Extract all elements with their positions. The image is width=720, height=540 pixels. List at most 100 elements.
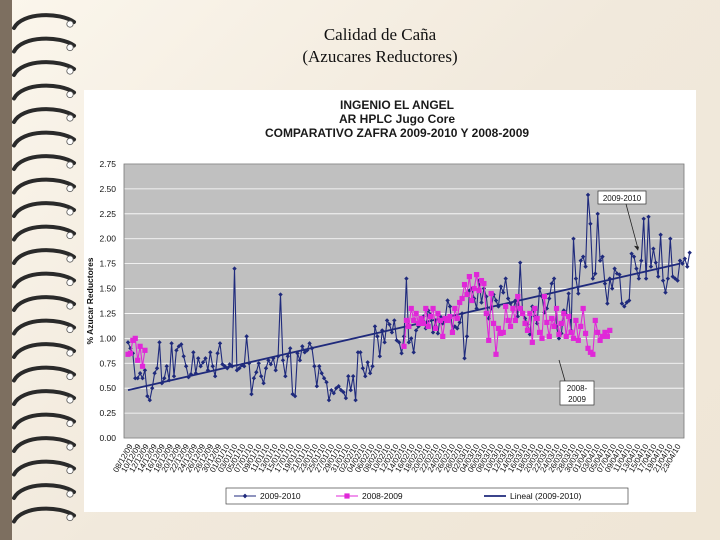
data-point	[413, 328, 419, 333]
data-point	[599, 333, 606, 339]
data-point	[280, 358, 286, 363]
data-point	[546, 333, 552, 339]
data-point	[524, 327, 531, 333]
x-axis-ticks: 08/12/0910/12/0912/12/0914/12/0916/12/09…	[111, 442, 683, 474]
data-point	[249, 391, 254, 397]
data-point	[566, 291, 571, 296]
data-point	[486, 337, 492, 343]
data-point	[537, 286, 542, 291]
data-point	[474, 306, 479, 311]
y-tick-label: 0.00	[99, 433, 116, 443]
binding-hole	[66, 419, 74, 428]
data-point	[547, 296, 552, 301]
data-point	[176, 344, 182, 349]
data-point	[225, 366, 230, 371]
data-point	[512, 317, 518, 324]
data-point	[256, 361, 261, 366]
chart-title-line: AR HPLC Jugo Core	[339, 112, 455, 126]
data-point	[459, 295, 465, 302]
data-point	[297, 358, 303, 363]
y-tick-label: 0.50	[99, 383, 116, 393]
data-point	[455, 326, 460, 331]
binding-ring	[12, 201, 76, 218]
data-point	[610, 286, 615, 291]
data-point	[580, 305, 586, 312]
binding-ring	[12, 436, 76, 453]
data-point	[449, 329, 456, 335]
data-point	[193, 371, 198, 376]
y-axis-ticks: 0.00 0.25 0.50 0.75 1.00 1.25 1.50 1.75 2.00 2.25…	[99, 159, 116, 443]
data-point	[261, 381, 266, 386]
binding-ring	[12, 107, 76, 124]
data-point	[595, 329, 601, 335]
data-point	[307, 341, 312, 346]
data-point	[452, 324, 458, 329]
annotation-label: 2008-	[567, 384, 588, 393]
binding-hole	[66, 137, 74, 146]
legend-box	[225, 487, 629, 505]
data-point	[350, 374, 356, 379]
data-point	[273, 368, 278, 373]
data-point	[539, 335, 545, 341]
data-point	[590, 276, 596, 281]
data-point	[174, 348, 179, 353]
data-point	[648, 264, 654, 269]
spiral-binding	[0, 0, 76, 540]
data-point	[656, 274, 661, 279]
data-point	[326, 397, 332, 403]
legend-marker	[242, 493, 248, 499]
data-point	[415, 320, 422, 327]
legend-label: 2008-2009	[362, 491, 403, 501]
data-point	[653, 260, 658, 265]
data-point	[181, 354, 186, 359]
y-tick-label: 2.75	[99, 159, 116, 169]
data-point	[515, 314, 520, 319]
y-tick-label: 2.00	[99, 234, 116, 244]
annotation-box	[559, 380, 595, 406]
data-point	[672, 276, 678, 281]
data-point	[406, 323, 412, 330]
data-point	[483, 310, 489, 317]
data-point	[597, 258, 603, 263]
data-point	[125, 340, 131, 345]
data-point	[503, 303, 509, 310]
chart-title-line: COMPARATIVO ZAFRA 2009-2010 Y 2008-2009	[265, 126, 529, 140]
binding-ring	[12, 506, 76, 524]
data-point	[200, 360, 206, 365]
data-point	[680, 261, 685, 266]
legend-marker	[344, 493, 350, 499]
data-point	[631, 254, 637, 259]
data-point	[183, 364, 189, 369]
data-point	[612, 266, 617, 271]
data-point	[295, 351, 300, 356]
data-point	[171, 374, 177, 379]
data-point	[363, 374, 368, 379]
data-point	[636, 276, 642, 281]
data-point	[643, 276, 649, 281]
data-point	[140, 376, 145, 381]
data-point	[527, 332, 533, 337]
data-point	[404, 276, 409, 281]
data-point	[384, 318, 390, 323]
data-point	[210, 364, 215, 369]
binding-hole	[66, 466, 74, 475]
data-point	[471, 285, 477, 292]
data-point	[128, 346, 133, 351]
data-point	[208, 350, 213, 355]
data-point	[237, 366, 242, 371]
binding-ring	[12, 13, 76, 30]
data-point	[372, 324, 378, 329]
binding-ring	[12, 224, 76, 242]
data-point	[582, 330, 589, 336]
data-point	[478, 277, 485, 284]
data-point	[191, 350, 196, 355]
data-point	[558, 320, 564, 327]
binding-hole	[66, 372, 74, 381]
data-point	[244, 334, 249, 339]
data-point	[665, 276, 671, 281]
data-point	[355, 350, 361, 355]
data-point	[317, 364, 322, 369]
legend-label: 2009-2010	[260, 491, 301, 501]
data-point	[607, 276, 612, 281]
binding-ring	[12, 459, 76, 477]
